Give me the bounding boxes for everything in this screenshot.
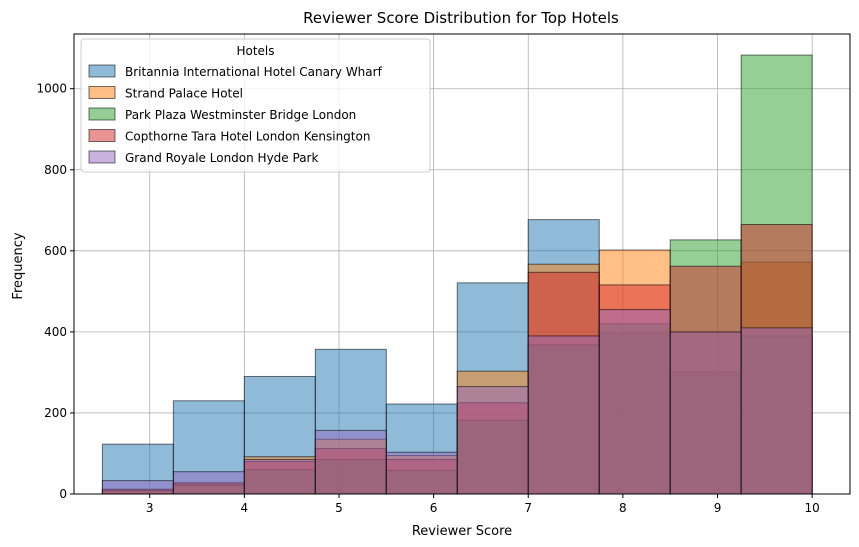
y-tick-label-400: 400 — [44, 325, 67, 339]
legend-label-1: Britannia International Hotel Canary Wha… — [125, 65, 383, 79]
bar-series-5-bin-3 — [243, 459, 316, 495]
legend-swatch-1 — [88, 64, 116, 78]
legend-swatch-5 — [88, 150, 116, 164]
legend-swatch-2 — [88, 86, 116, 99]
y-tick-label-800: 800 — [44, 163, 67, 177]
bar-series-5-bin-10 — [740, 327, 813, 495]
bar-series-5-bin-4 — [314, 429, 387, 495]
bar-series-5-bin-9 — [669, 331, 742, 495]
legend-label-2: Strand Palace Hotel — [125, 87, 243, 101]
x-tick-label-6: 6 — [430, 501, 438, 515]
legend-label-4: Copthorne Tara Hotel London Kensington — [125, 130, 370, 144]
x-tick-label-3: 3 — [146, 501, 154, 515]
bars-group — [101, 54, 813, 495]
legend-swatch-3 — [88, 107, 116, 121]
x-axis-label: Reviewer Score — [412, 524, 512, 539]
y-tick-label-600: 600 — [44, 244, 67, 258]
bar-series-5-bin-2 — [172, 471, 245, 495]
x-tick-label-10: 10 — [805, 501, 820, 515]
bar-series-5-bin-7 — [527, 335, 600, 495]
chart-title: Reviewer Score Distribution for Top Hote… — [303, 9, 619, 27]
bar-series-5-bin-5 — [385, 451, 458, 495]
legend-label-3: Park Plaza Westminster Bridge London — [125, 108, 356, 122]
y-tick-label-200: 200 — [44, 406, 67, 420]
legend-title: Hotels — [236, 44, 274, 58]
axes — [73, 33, 851, 495]
legend: Hotels Britannia International Hotel Cana… — [80, 38, 431, 173]
legend-label-5: Grand Royale London Hyde Park — [125, 151, 318, 165]
x-tick-label-8: 8 — [619, 501, 627, 515]
y-tick-label-1000: 1000 — [36, 82, 67, 96]
bar-series-5-bin-1 — [101, 480, 174, 495]
legend-box — [80, 38, 431, 173]
bar-series-5-bin-8 — [598, 309, 671, 495]
tick-labels: 3 4 5 6 7 8 9 10 0 200 400 600 800 1000 — [36, 82, 819, 515]
y-tick-label-0: 0 — [59, 487, 67, 501]
x-tick-label-9: 9 — [714, 501, 722, 515]
axes-frame — [73, 33, 851, 495]
y-axis-label: Frequency — [11, 232, 26, 299]
x-tick-label-7: 7 — [524, 501, 532, 515]
x-tick-label-5: 5 — [335, 501, 343, 515]
x-tick-label-4: 4 — [241, 501, 249, 515]
legend-swatch-4 — [88, 129, 116, 142]
bar-series-5-bin-6 — [456, 386, 529, 495]
